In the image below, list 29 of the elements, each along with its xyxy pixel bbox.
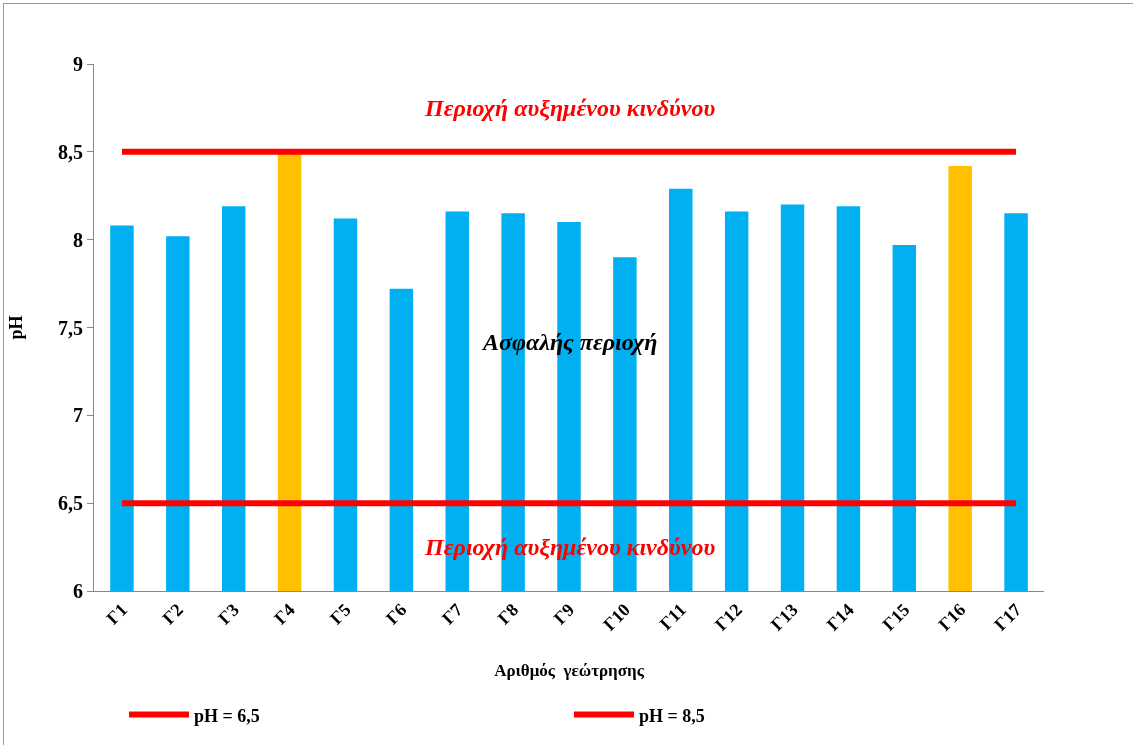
- x-tick-label: Γ15: [878, 599, 914, 635]
- x-tick-label: Γ3: [214, 599, 243, 629]
- x-tick-label: Γ14: [822, 599, 858, 635]
- x-tick-label: Γ7: [437, 599, 467, 629]
- legend-label: pH = 8,5: [639, 705, 705, 726]
- x-tick-label: Γ9: [549, 599, 579, 629]
- y-tick-label: 9: [73, 53, 83, 75]
- x-tick-label: Γ2: [158, 599, 188, 629]
- y-tick-label: 8: [73, 228, 83, 251]
- x-axis-title: Αριθμός γεώτρησης: [494, 661, 645, 681]
- x-tick-label: Γ10: [599, 599, 635, 635]
- x-tick-label: Γ17: [990, 599, 1026, 635]
- y-tick-label: 7: [73, 404, 83, 427]
- x-tick-label: Γ4: [270, 599, 299, 629]
- y-tick-label: 8,5: [58, 140, 83, 163]
- x-tick-label: Γ6: [381, 599, 411, 629]
- x-tick-label: Γ11: [655, 599, 690, 634]
- x-tick-label: Γ8: [493, 599, 523, 629]
- x-tick-label: Γ12: [710, 599, 746, 635]
- legend-label: pH = 6,5: [194, 705, 260, 726]
- x-tick-label: Γ16: [934, 599, 970, 635]
- annotation: Περιοχή αυξημένου κινδύνου: [424, 95, 716, 121]
- y-tick-label: 6: [73, 580, 83, 602]
- y-tick-label: 6,5: [58, 492, 83, 515]
- y-tick-label: 7,5: [58, 316, 83, 339]
- x-tick-label: Γ1: [102, 599, 132, 629]
- x-tick-label: Γ5: [326, 599, 355, 629]
- y-axis-title: pH: [6, 315, 27, 340]
- x-tick-label: Γ13: [766, 599, 802, 635]
